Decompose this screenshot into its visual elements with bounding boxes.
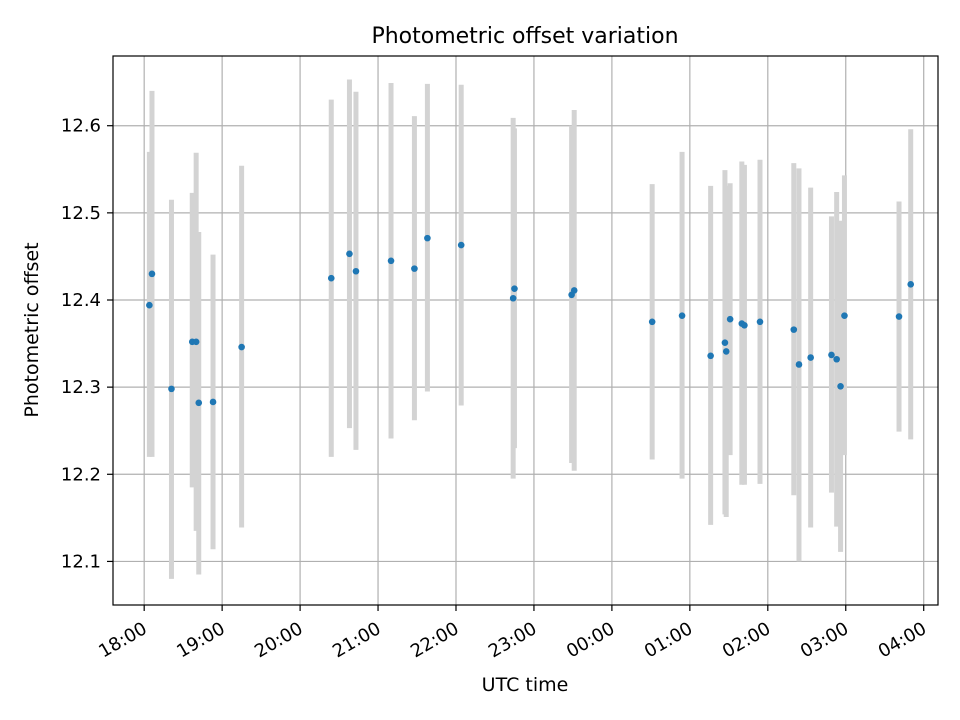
data-point xyxy=(726,315,734,323)
data-point xyxy=(424,234,431,242)
data-point xyxy=(511,285,518,292)
data-point xyxy=(833,355,840,363)
data-point xyxy=(346,250,353,258)
data-point xyxy=(148,270,156,278)
data-point xyxy=(721,339,729,347)
data-point xyxy=(195,399,203,407)
data-point xyxy=(678,312,686,319)
data-points xyxy=(146,234,915,407)
data-point xyxy=(841,312,848,319)
data-point xyxy=(209,398,217,406)
y-axis-ticks: 12.1 12.2 12.3 12.4 12.5 12.6 xyxy=(61,116,113,572)
data-point xyxy=(457,241,465,249)
data-point xyxy=(146,301,153,309)
data-point xyxy=(828,351,835,359)
x-axis-label: UTC time xyxy=(482,674,569,696)
y-tick-label: 12.1 xyxy=(61,551,101,572)
data-point xyxy=(741,321,748,329)
data-point xyxy=(795,361,803,368)
data-point xyxy=(192,338,200,346)
data-point xyxy=(722,348,730,355)
data-point xyxy=(168,385,175,393)
data-point xyxy=(807,354,814,361)
data-point xyxy=(570,287,578,294)
data-point xyxy=(411,265,418,272)
data-point xyxy=(648,318,656,326)
y-tick-label: 12.5 xyxy=(61,203,101,224)
data-point xyxy=(707,352,714,360)
data-point xyxy=(895,313,903,320)
y-tick-label: 12.6 xyxy=(61,116,101,137)
y-tick-label: 12.3 xyxy=(61,377,101,398)
data-point xyxy=(352,267,360,275)
data-point xyxy=(837,382,844,390)
data-point xyxy=(907,281,915,288)
data-point xyxy=(327,274,335,282)
data-point xyxy=(756,318,764,326)
data-point xyxy=(790,326,798,333)
y-tick-label: 12.4 xyxy=(61,290,101,311)
y-tick-label: 12.2 xyxy=(61,464,101,485)
y-axis-label: Photometric offset xyxy=(21,242,43,417)
data-point xyxy=(509,294,517,302)
data-point xyxy=(387,257,395,265)
plot-area-frame xyxy=(112,55,939,606)
chart-title: Photometric offset variation xyxy=(371,24,678,49)
data-point xyxy=(238,343,245,351)
